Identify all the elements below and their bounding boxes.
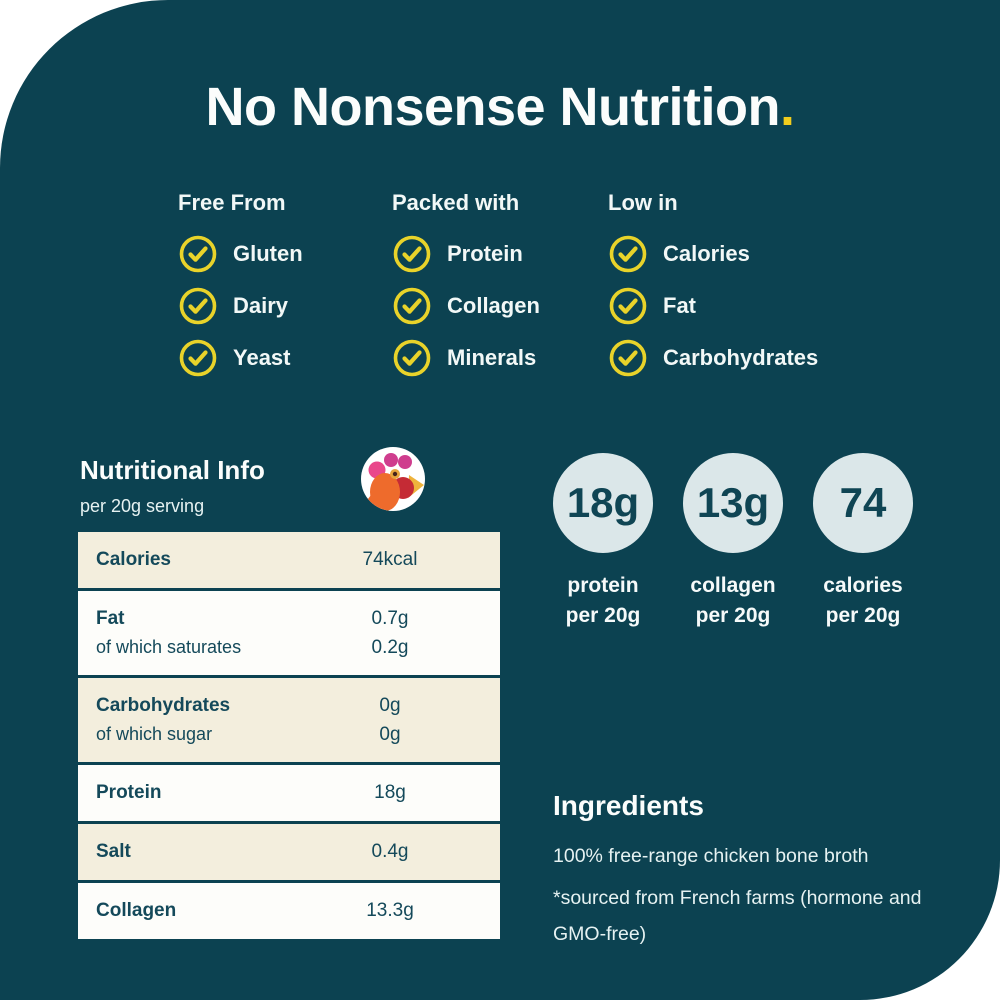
benefit-column-packed-with: Packed with Protein Collagen Minerals xyxy=(392,192,540,384)
row-value: 0.4g xyxy=(371,841,409,862)
page-title: No Nonsense Nutrition. xyxy=(0,76,1000,138)
check-circle-icon xyxy=(392,338,432,378)
row-value: 74kcal xyxy=(362,549,418,570)
check-circle-icon xyxy=(608,338,648,378)
table-row-calories: Calories 74kcal xyxy=(78,532,500,588)
check-circle-icon xyxy=(608,286,648,326)
stat-sublabel: per 20g xyxy=(565,604,641,627)
chicken-brand-logo-icon xyxy=(361,447,425,511)
benefit-column-heading: Low in xyxy=(608,190,678,215)
stat-label: collagen xyxy=(690,574,776,597)
row-label: Collagen xyxy=(96,900,177,921)
nutritional-info-header: Nutritional Info per 20g serving xyxy=(80,455,265,517)
table-row-collagen: Collagen 13.3g xyxy=(78,883,500,939)
row-value: 0.7g xyxy=(371,607,409,629)
stat-circle: 74 xyxy=(813,453,913,553)
row-sub-value: 0.2g xyxy=(371,636,409,658)
table-row-salt: Salt 0.4g xyxy=(78,824,500,880)
benefit-item-label: Fat xyxy=(663,293,696,318)
row-label: Calories xyxy=(96,549,171,570)
benefit-item: Carbohydrates xyxy=(608,332,818,384)
stat-value: 13g xyxy=(696,479,770,526)
benefit-item: Collagen xyxy=(392,280,540,332)
benefit-item-label: Gluten xyxy=(233,241,303,266)
row-sub-value: 0g xyxy=(379,723,401,745)
ingredients-section: Ingredients 100% free-range chicken bone… xyxy=(553,790,933,958)
stat-circles-group: 18g protein per 20g 13g collagen per 20g… xyxy=(538,453,928,631)
stat-sublabel: per 20g xyxy=(695,604,771,627)
benefit-column-low-in: Low in Calories Fat Carbohydrates xyxy=(608,192,818,384)
stat-collagen: 13g collagen per 20g xyxy=(668,453,798,631)
stat-circle: 18g xyxy=(553,453,653,553)
serving-size-note: per 20g serving xyxy=(80,496,205,516)
nutrition-table: Calories 74kcal Fat 0.7g of which satura… xyxy=(78,532,500,939)
benefit-item-label: Calories xyxy=(663,241,750,266)
benefit-item: Calories xyxy=(608,228,818,280)
check-circle-icon xyxy=(608,234,648,274)
nutritional-info-title: Nutritional Info xyxy=(80,455,265,485)
benefit-item: Yeast xyxy=(178,332,303,384)
row-label: Protein xyxy=(96,782,162,803)
benefit-column-heading: Packed with xyxy=(392,190,520,215)
stat-circle: 13g xyxy=(683,453,783,553)
benefit-item-label: Protein xyxy=(447,241,523,266)
ingredients-footnote: *sourced from French farms (hormone and … xyxy=(553,887,922,945)
row-value: 0g xyxy=(379,694,401,716)
row-label: Salt xyxy=(96,841,131,862)
stat-calories: 74 calories per 20g xyxy=(798,453,928,631)
stat-sublabel: per 20g xyxy=(825,604,901,627)
benefit-column-free-from: Free From Gluten Dairy Yeast xyxy=(178,192,303,384)
stat-label: protein xyxy=(567,574,639,597)
row-sub-label: of which saturates xyxy=(96,637,242,657)
benefit-item-label: Collagen xyxy=(447,293,540,318)
table-row-fat: Fat 0.7g of which saturates 0.2g xyxy=(78,591,500,675)
table-row-carbohydrates: Carbohydrates 0g of which sugar 0g xyxy=(78,678,500,762)
benefit-item-label: Minerals xyxy=(447,345,537,370)
check-circle-icon xyxy=(178,234,218,274)
stat-value: 18g xyxy=(566,479,640,526)
row-sub-label: of which sugar xyxy=(96,724,213,744)
benefit-item: Dairy xyxy=(178,280,303,332)
benefit-item: Protein xyxy=(392,228,540,280)
benefit-item-label: Carbohydrates xyxy=(663,345,819,370)
page-title-text: No Nonsense Nutrition xyxy=(205,77,780,137)
row-value: 13.3g xyxy=(366,900,414,921)
benefit-column-heading: Free From xyxy=(178,190,286,215)
benefit-item-label: Dairy xyxy=(233,293,289,318)
table-row-protein: Protein 18g xyxy=(78,765,500,821)
benefit-item: Fat xyxy=(608,280,818,332)
stat-value: 74 xyxy=(839,479,887,526)
stat-protein: 18g protein per 20g xyxy=(538,453,668,631)
check-circle-icon xyxy=(178,338,218,378)
ingredients-line: 100% free-range chicken bone broth xyxy=(553,845,869,867)
row-value: 18g xyxy=(374,782,406,803)
benefit-item-label: Yeast xyxy=(233,345,291,370)
row-label: Carbohydrates xyxy=(96,694,231,716)
row-label: Fat xyxy=(96,607,125,629)
ingredients-title: Ingredients xyxy=(553,790,704,821)
page-title-accent-dot: . xyxy=(780,77,795,137)
check-circle-icon xyxy=(392,286,432,326)
check-circle-icon xyxy=(178,286,218,326)
stat-label: calories xyxy=(823,574,903,597)
check-circle-icon xyxy=(392,234,432,274)
benefit-item: Gluten xyxy=(178,228,303,280)
benefit-item: Minerals xyxy=(392,332,540,384)
